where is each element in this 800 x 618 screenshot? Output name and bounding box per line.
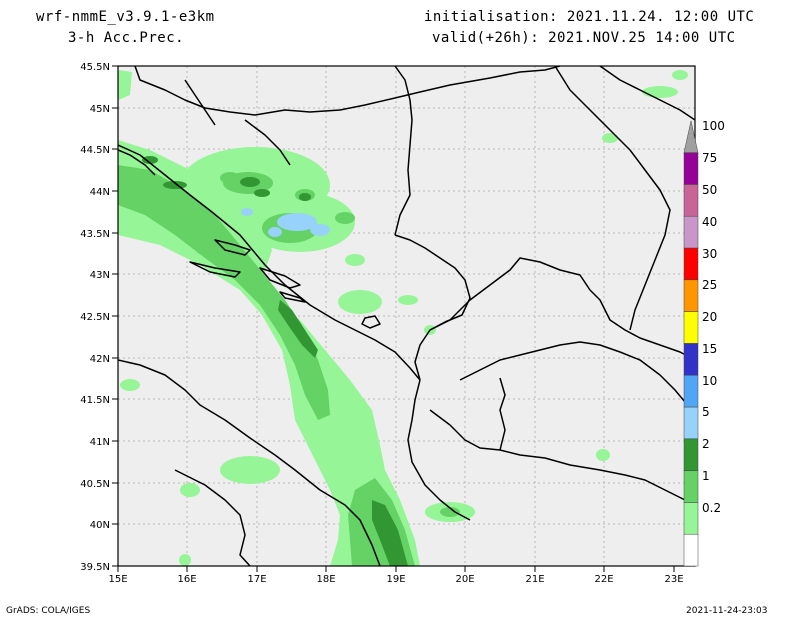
colorbar-labels: 0.2 1 2 5 10 15 20 25 30 40 50 75 100: [702, 119, 725, 515]
lat-label: 41.5N: [80, 395, 110, 406]
colorbar-label: 5: [702, 405, 710, 419]
coastlines-borders: [118, 66, 695, 566]
colorbar-label: 75: [702, 151, 717, 165]
colorbar-label: 10: [702, 374, 717, 388]
lat-label: 40.5N: [80, 479, 110, 490]
colorbar-box: [683, 406, 699, 440]
lon-label: 20E: [455, 574, 474, 585]
latitude-labels: 45.5N 45N 44.5N 44N 43.5N 43N 42.5N 42N …: [80, 62, 110, 573]
lat-label: 42N: [90, 354, 110, 365]
lat-label: 40N: [90, 520, 110, 531]
lon-label: 23E: [664, 574, 683, 585]
colorbar-label: 30: [702, 247, 717, 261]
colorbar-box: [683, 215, 699, 249]
colorbar-label: 15: [702, 342, 717, 356]
lat-label: 45.5N: [80, 62, 110, 73]
lat-label: 43N: [90, 270, 110, 281]
colorbar-label: 25: [702, 278, 717, 292]
colorbar-box: [683, 311, 699, 344]
precip-very-heavy: [241, 208, 330, 237]
colorbar-label: 0.2: [702, 501, 721, 515]
lat-label: 42.5N: [80, 312, 110, 323]
colorbar-box: [683, 152, 699, 185]
colorbar-box: [683, 374, 699, 408]
colorbar-label: 2: [702, 437, 710, 451]
colorbar-label: 40: [702, 215, 717, 229]
model-name: wrf-nmmE_v3.9.1-e3km: [36, 9, 215, 25]
colorbar-box: [683, 120, 699, 153]
colorbar-label: 1: [702, 469, 710, 483]
colorbar-box: [683, 502, 699, 535]
precip-heavy: [142, 156, 408, 566]
lon-label: 16E: [177, 574, 196, 585]
colorbar-box: [683, 533, 699, 567]
lon-label: 22E: [594, 574, 613, 585]
colorbar-label: 20: [702, 310, 717, 324]
colorbar-box: [683, 247, 699, 281]
colorbar-label: 50: [702, 183, 717, 197]
field-name: 3-h Acc.Prec.: [68, 30, 185, 46]
lat-label: 39.5N: [80, 562, 110, 573]
lon-label: 19E: [386, 574, 405, 585]
lat-label: 41N: [90, 437, 110, 448]
lat-label: 45N: [90, 104, 110, 115]
valid-time: valid(+26h): 2021.NOV.25 14:00 UTC: [432, 30, 736, 46]
lat-label: 44N: [90, 187, 110, 198]
colorbar-box: [683, 343, 699, 376]
colorbar-box: [683, 279, 699, 312]
lon-label: 17E: [247, 574, 266, 585]
longitude-labels: 15E 16E 17E 18E 19E 20E 21E 22E 23E: [108, 574, 683, 585]
init-time: initialisation: 2021.11.24. 12:00 UTC: [424, 9, 755, 25]
lon-label: 18E: [316, 574, 335, 585]
credit: GrADS: COLA/IGES: [6, 606, 91, 616]
lat-label: 44.5N: [80, 145, 110, 156]
lon-label: 15E: [108, 574, 127, 585]
colorbar: [683, 120, 699, 567]
lon-label: 21E: [525, 574, 544, 585]
lat-label: 43.5N: [80, 229, 110, 240]
colorbar-box: [683, 438, 699, 471]
colorbar-box: [683, 184, 699, 217]
colorbar-box: [683, 470, 699, 503]
render-timestamp: 2021-11-24-23:03: [686, 606, 768, 616]
axis-ticks: [112, 65, 675, 572]
colorbar-label: 100: [702, 119, 725, 133]
